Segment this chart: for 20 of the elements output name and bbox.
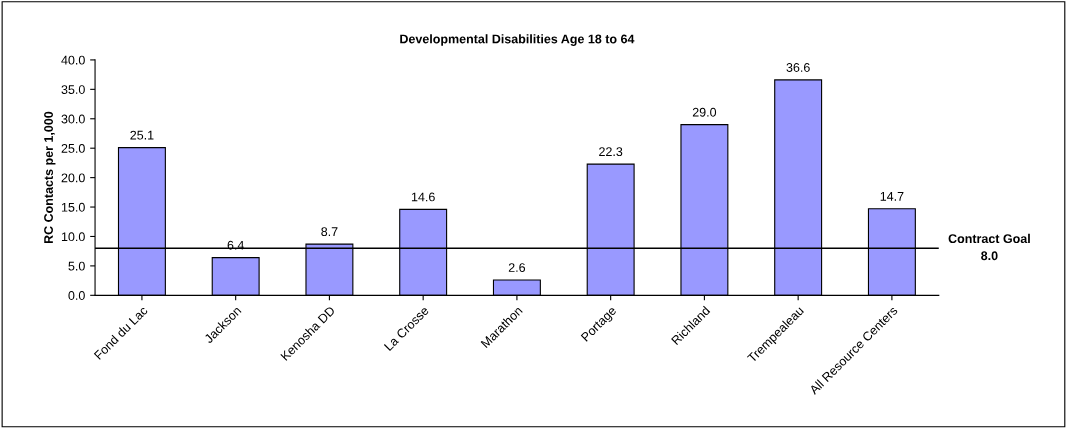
- y-tick-label: 5.0: [68, 261, 85, 271]
- y-tick-label: 35.0: [61, 85, 85, 94]
- y-tick-label: 25.0: [61, 144, 85, 153]
- y-tick-label: 10.0: [61, 232, 85, 242]
- y-tick-label: 20.0: [61, 173, 85, 183]
- data-label: 36.6: [786, 63, 810, 72]
- y-axis-title: RC Contacts per 1,000: [44, 111, 56, 244]
- data-label: 22.3: [599, 147, 623, 157]
- y-tick-label: 0.0: [68, 291, 85, 300]
- data-label: 25.1: [130, 130, 154, 140]
- data-label: 2.6: [508, 263, 526, 272]
- y-tick-label: 40.0: [61, 55, 85, 65]
- data-label: 8.7: [321, 227, 338, 237]
- chart-title: Developmental Disabilities Age 18 to 64: [400, 34, 635, 46]
- data-label: 14.6: [411, 192, 435, 202]
- y-tick-label: 30.0: [61, 114, 85, 124]
- data-label: 14.7: [880, 192, 904, 201]
- y-tick-label: 15.0: [61, 202, 85, 212]
- ref-line-label: Contract Goal 8.0: [948, 233, 1030, 261]
- data-label: 29.0: [692, 107, 717, 117]
